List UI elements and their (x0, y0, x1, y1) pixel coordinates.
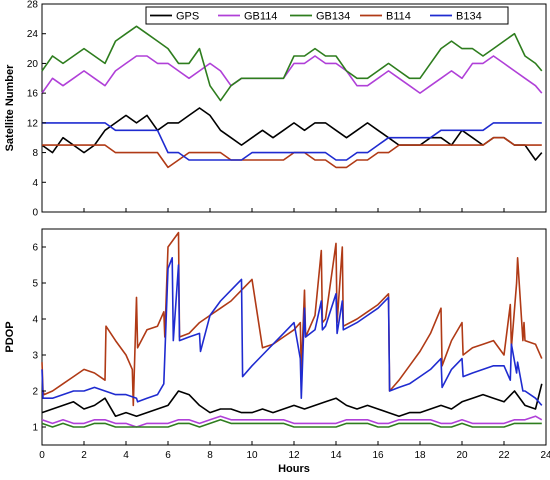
series-line-gps (41, 383, 543, 418)
y-axis-label-top: Satellite Number (4, 64, 16, 152)
x-tick-label: 2 (81, 450, 87, 461)
y-tick-label: 4 (32, 315, 38, 326)
y-tick-label: 12 (27, 118, 39, 129)
legend-label-b134: B134 (456, 11, 482, 23)
x-tick-label: 8 (207, 450, 213, 461)
legend-box (145, 6, 509, 25)
series-line-gb114 (41, 55, 543, 94)
y-tick-label: 2 (32, 387, 38, 398)
legend-label-gb114: GB114 (244, 11, 277, 23)
legend-label-gb134: GB134 (316, 11, 350, 23)
series-line-b114 (41, 231, 543, 407)
legend-label-gps: GPS (176, 11, 199, 23)
x-tick-label: 10 (246, 450, 258, 461)
series-top (41, 25, 543, 169)
series-line-gb134 (41, 25, 543, 102)
y-tick-label: 28 (27, 0, 39, 11)
x-tick-label: 14 (330, 450, 342, 461)
x-tick-label: 20 (456, 450, 468, 461)
x-tick-label: 4 (123, 450, 129, 461)
series-line-b134 (41, 256, 543, 406)
y-tick-label: 6 (32, 243, 38, 254)
x-axis-label: Hours (278, 463, 310, 475)
legend: GPS GB114 GB134 B114 B134 (145, 6, 509, 25)
series-line-b134 (42, 122, 542, 161)
x-tick-label: 6 (165, 450, 171, 461)
y-tick-label: 24 (27, 29, 39, 40)
plot-frame-bottom (41, 228, 547, 446)
x-tick-label: 0 (39, 450, 45, 461)
x-tick-label: 18 (414, 450, 426, 461)
x-tick-label: 22 (498, 450, 510, 461)
series-line-gb114 (41, 415, 543, 428)
x-tick-label: 24 (540, 450, 550, 461)
x-tick-label: 16 (372, 450, 384, 461)
y-tick-label: 20 (27, 59, 39, 70)
plot-frame-top (41, 3, 547, 213)
legend-label-b114: B114 (386, 11, 411, 23)
series-bottom (41, 231, 543, 428)
ticks-top: 0 4 8 12 16 20 24 28 (27, 0, 547, 219)
y-tick-label: 4 (32, 178, 38, 189)
y-tick-label: 8 (32, 148, 38, 159)
y-tick-label: 16 (27, 89, 39, 100)
series-line-gb134 (41, 418, 542, 428)
y-tick-label: 0 (32, 208, 38, 219)
x-tick-label: 12 (288, 450, 300, 461)
y-tick-label: 3 (32, 351, 38, 362)
y-axis-label-bottom: PDOP (4, 321, 16, 352)
y-tick-label: 5 (32, 279, 38, 290)
y-tick-label: 1 (32, 423, 38, 434)
